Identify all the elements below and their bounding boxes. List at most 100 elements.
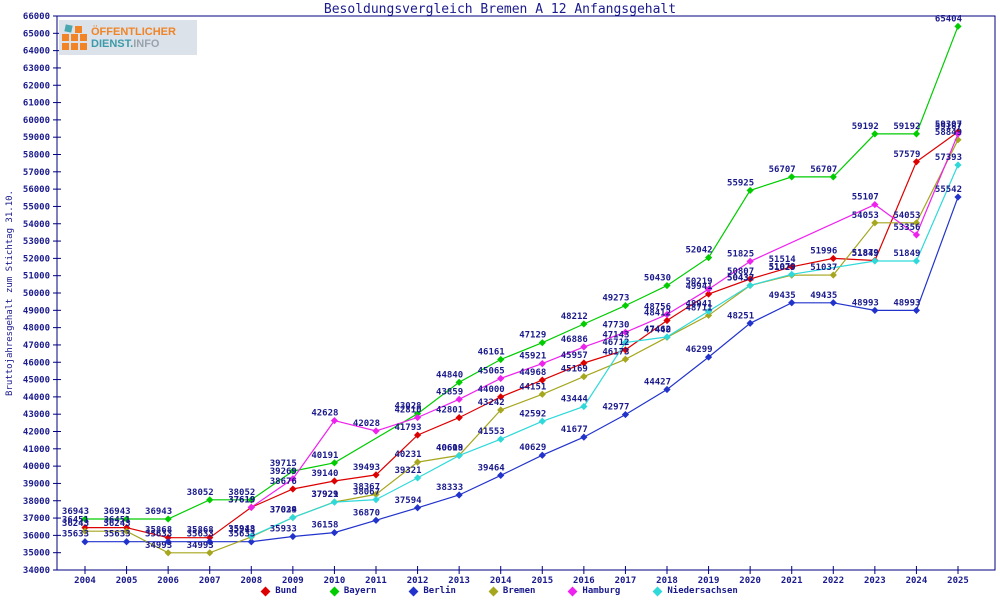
value-label-bayern-2006: 36943 [145, 507, 172, 517]
legend-swatch-bund [260, 586, 271, 596]
data-point-niedersachsen [538, 417, 546, 425]
value-label-berlin-2019: 46299 [685, 345, 712, 355]
data-point-berlin [704, 353, 713, 361]
data-point-bremen [497, 406, 505, 414]
value-label-hamburg-2015: 45921 [519, 352, 546, 362]
value-label-bund-2023: 51879 [852, 248, 879, 258]
data-point-niedersachsen [663, 333, 671, 341]
value-label-hamburg-2009: 39269 [270, 467, 297, 477]
value-label-bund-2022: 51996 [810, 246, 837, 256]
value-label-bayern-2008: 38052 [228, 488, 255, 498]
value-label-hamburg-2025: 59187 [935, 122, 962, 132]
data-point-bund [704, 290, 713, 298]
data-point-bund [206, 534, 214, 542]
data-point-bayern [81, 515, 89, 523]
x-tick-label: 2019 [698, 576, 720, 586]
y-tick-label: 57000 [23, 168, 50, 178]
value-label-bund-2011: 39493 [353, 463, 380, 473]
data-point-berlin [497, 471, 505, 480]
value-label-hamburg-2020: 51825 [727, 249, 754, 259]
x-tick-label: 2015 [531, 576, 553, 586]
value-label-bund-2013: 42801 [436, 406, 463, 416]
legend-swatch-berlin [408, 586, 419, 596]
value-label-bremen-2025: 58849 [935, 128, 962, 138]
legend-item-berlin: Berlin [408, 586, 456, 596]
value-label-hamburg-2017: 47730 [602, 320, 629, 330]
value-label-bremen-2011: 38367 [353, 482, 380, 492]
y-tick-label: 48000 [23, 324, 50, 334]
legend-item-hamburg: Hamburg [567, 586, 620, 596]
data-point-bund [413, 431, 422, 439]
value-label-berlin-2005: 35633 [103, 530, 130, 540]
data-point-hamburg [455, 395, 463, 403]
y-tick-label: 43000 [23, 410, 50, 420]
value-label-niedersachsen-2018: 47462 [644, 325, 671, 335]
value-label-niedersachsen-2017: 47143 [602, 330, 629, 340]
data-point-bremen [912, 219, 921, 227]
y-tick-label: 45000 [23, 376, 50, 386]
logo-text-info: INFO [133, 37, 160, 50]
data-point-berlin [829, 299, 837, 307]
data-point-berlin [538, 451, 546, 459]
value-label-bremen-2022: 51037 [810, 263, 837, 273]
legend-swatch-niedersachsen [652, 586, 663, 596]
x-tick-label: 2024 [906, 576, 928, 586]
y-tick-label: 58000 [23, 151, 50, 161]
data-point-berlin [413, 504, 422, 512]
value-label-bremen-2023: 54053 [852, 211, 879, 221]
value-label-bremen-2019: 48711 [685, 303, 712, 313]
y-tick-label: 61000 [23, 99, 50, 109]
x-tick-label: 2017 [615, 576, 637, 586]
y-tick-label: 47000 [23, 341, 50, 351]
data-point-bund [289, 485, 297, 493]
value-label-bund-2021: 51514 [769, 255, 797, 265]
value-label-bremen-2024: 54053 [893, 211, 920, 221]
y-tick-label: 40000 [23, 462, 50, 472]
data-point-hamburg [413, 413, 422, 422]
data-point-bremen [829, 271, 837, 279]
value-label-berlin-2016: 41677 [561, 425, 588, 435]
value-label-bayern-2009: 39715 [270, 459, 297, 469]
value-label-bayern-2010: 40191 [311, 451, 338, 461]
x-tick-label: 2018 [656, 576, 678, 586]
data-point-bund [330, 477, 339, 485]
value-label-niedersachsen-2020: 50437 [727, 273, 754, 283]
value-label-hamburg-2010: 42628 [311, 409, 338, 419]
data-point-niedersachsen [455, 451, 463, 460]
value-label-niedersachsen-2019: 48941 [685, 299, 712, 309]
value-label-bayern-2013: 44840 [436, 370, 463, 380]
value-label-bremen-2010: 37929 [311, 490, 338, 500]
data-point-bayern [330, 459, 339, 467]
data-point-bund [81, 523, 89, 532]
value-label-bremen-2012: 40231 [394, 450, 421, 460]
data-point-bayern [497, 355, 505, 364]
value-label-berlin-2004: 35633 [62, 530, 89, 540]
value-label-niedersachsen-2014: 41553 [478, 427, 505, 437]
y-tick-label: 65000 [23, 29, 50, 39]
value-label-bayern-2024: 59192 [893, 122, 920, 132]
data-point-bremen [704, 311, 713, 319]
value-label-bund-2014: 44000 [478, 385, 505, 395]
data-point-bund [164, 534, 172, 542]
value-label-hamburg-2013: 43859 [436, 387, 463, 397]
value-label-berlin-2013: 38333 [436, 483, 463, 493]
data-point-bremen [372, 490, 380, 498]
data-point-bayern [538, 339, 546, 347]
y-tick-label: 59000 [23, 133, 50, 143]
x-tick-label: 2004 [74, 576, 96, 586]
data-point-berlin [455, 491, 463, 499]
logo-text: ÖFFENTLICHER DIENST.INFO [91, 26, 176, 50]
y-axis-title: Bruttojahresgehalt zum Stichtag 31.10. [5, 190, 15, 396]
data-point-berlin [164, 538, 172, 546]
x-tick-label: 2021 [781, 576, 803, 586]
legend-label-bund: Bund [275, 586, 297, 596]
value-label-berlin-2023: 48993 [852, 298, 879, 308]
value-label-berlin-2021: 49435 [769, 291, 796, 301]
data-point-berlin [122, 538, 131, 546]
value-label-bayern-2017: 49273 [602, 294, 629, 304]
y-tick-label: 60000 [23, 116, 50, 126]
value-label-berlin-2014: 39464 [478, 463, 506, 473]
value-label-niedersachsen-2024: 51849 [893, 249, 920, 259]
series-line-bremen [85, 139, 959, 554]
